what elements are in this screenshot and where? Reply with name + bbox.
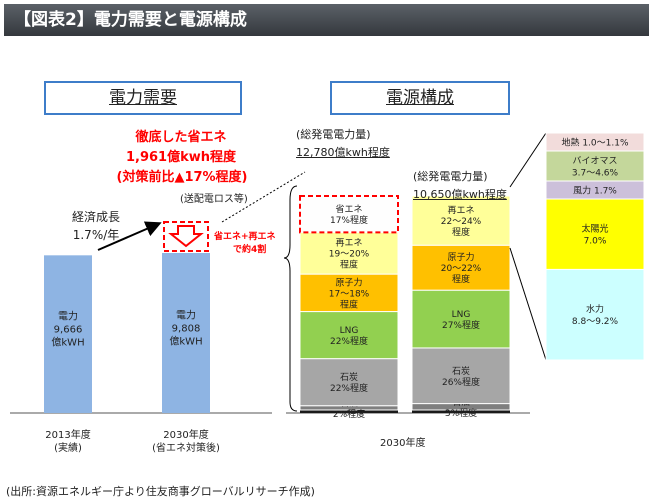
segment-label: 石炭 26%程度 — [442, 366, 480, 388]
segment-other — [300, 410, 398, 413]
segment-label: 省エネ 17%程度 — [330, 203, 368, 226]
source-mix-chart: 石油2%程度石炭22%程度LNG22%程度原子力17〜18%程度再エネ19〜20… — [283, 132, 547, 420]
segment-再エネ — [411, 195, 511, 246]
segment-石炭 — [299, 358, 399, 407]
segment-原子力 — [299, 273, 399, 313]
demand-value-label-2013: 電力 9,666 億kWH — [51, 310, 84, 349]
breakdown-link-bottom — [509, 247, 547, 361]
segment-省エネ — [299, 195, 399, 234]
segment-label: 再エネ 22〜24%程度 — [441, 205, 482, 238]
renewable-breakdown-chart: 地熱 1.0〜1.1% バイオマス 3.7〜4.6% 風力 1.7% 太陽光 7.0% 水力… — [545, 132, 645, 361]
breakdown-label: 地熱 1.0〜1.1% — [561, 137, 628, 149]
demand-chart: 電力 9,666 億kWH 電力 9,808 億kWH 2013年度(実績) 2030年… — [10, 171, 306, 454]
breakdown-label: バイオマス 3.7〜4.6% — [572, 156, 619, 179]
year-label: 2030年度 — [380, 438, 426, 449]
demand-heading-box: 電力需要 — [44, 81, 242, 115]
segment-LNG — [299, 311, 399, 360]
transmission-note: (送配電ロス等) — [180, 194, 248, 205]
demand-category-2013: 2013年度(実績) — [45, 428, 90, 454]
savings-side-2: で約4割 — [233, 245, 267, 255]
bar2-total-value: 10,650億kwh程度 — [413, 188, 507, 201]
segment-label: 石炭 22%程度 — [330, 372, 368, 394]
figure-title: 【図表2】電力需要と電源構成 — [4, 4, 649, 36]
segment-label: 原子力 20〜22%程度 — [441, 251, 482, 285]
demand-heading: 電力需要 — [109, 88, 177, 108]
segment-石炭 — [411, 347, 511, 405]
breakdown-link-top — [509, 132, 547, 188]
savings-headline-1: 徹底した省エネ — [135, 130, 227, 145]
source-mix-heading-box: 電源構成 — [330, 81, 510, 115]
segment-LNG — [411, 289, 511, 349]
segment-label: 再エネ 19〜20%程度 — [329, 238, 370, 271]
source-note: (出所:資源エネルギー庁より住友商事グローバルリサーチ作成) — [6, 485, 315, 498]
demand-bar-2013 — [44, 255, 92, 413]
down-arrow-icon — [168, 225, 204, 248]
savings-headline-3: (対策前比▲17%程度) — [116, 170, 248, 185]
bar2-total-label: (総発電電力量) — [413, 170, 488, 183]
source-mix-heading: 電源構成 — [386, 88, 454, 108]
left-bracket — [283, 185, 298, 412]
growth-arrow-icon — [97, 221, 162, 251]
connector-line — [221, 171, 306, 223]
mix-bar-2030: 石油3%程度石炭26%程度LNG27%程度原子力20〜22%程度再エネ22〜24… — [411, 195, 511, 419]
bar1-total-value: 12,780億kwh程度 — [296, 146, 390, 159]
breakdown-label: 水力 8.8〜9.2% — [572, 303, 619, 327]
breakdown-label: 風力 1.7% — [573, 185, 617, 197]
breakdown-太陽光 — [545, 198, 645, 270]
savings-side-1: 省エネ+再エネ — [214, 232, 276, 242]
growth-label: 経済成長 — [71, 210, 120, 224]
breakdown-label: 太陽光 7.0% — [581, 223, 608, 247]
savings-headline-2: 1,961億kwh程度 — [125, 150, 237, 165]
growth-rate: 1.7%/年 — [72, 228, 120, 242]
demand-bar-2030 — [162, 253, 210, 413]
segment-label: LNG 27%程度 — [442, 310, 480, 331]
bar1-total-label: (総発電電力量) — [296, 128, 371, 141]
segment-再エネ — [299, 231, 399, 275]
demand-category-2030: 2030年度(省エネ対策後) — [152, 428, 220, 454]
segment-label: 原子力 17〜18%程度 — [329, 276, 370, 310]
breakdown-水力 — [545, 268, 645, 361]
demand-value-label-2030: 電力 9,808 億kWH — [169, 309, 202, 348]
mix-bar-current: 石油2%程度石炭22%程度LNG22%程度原子力17〜18%程度再エネ19〜20… — [299, 195, 399, 420]
segment-other — [412, 410, 510, 413]
segment-原子力 — [411, 244, 511, 291]
segment-label: LNG 22%程度 — [330, 326, 368, 347]
